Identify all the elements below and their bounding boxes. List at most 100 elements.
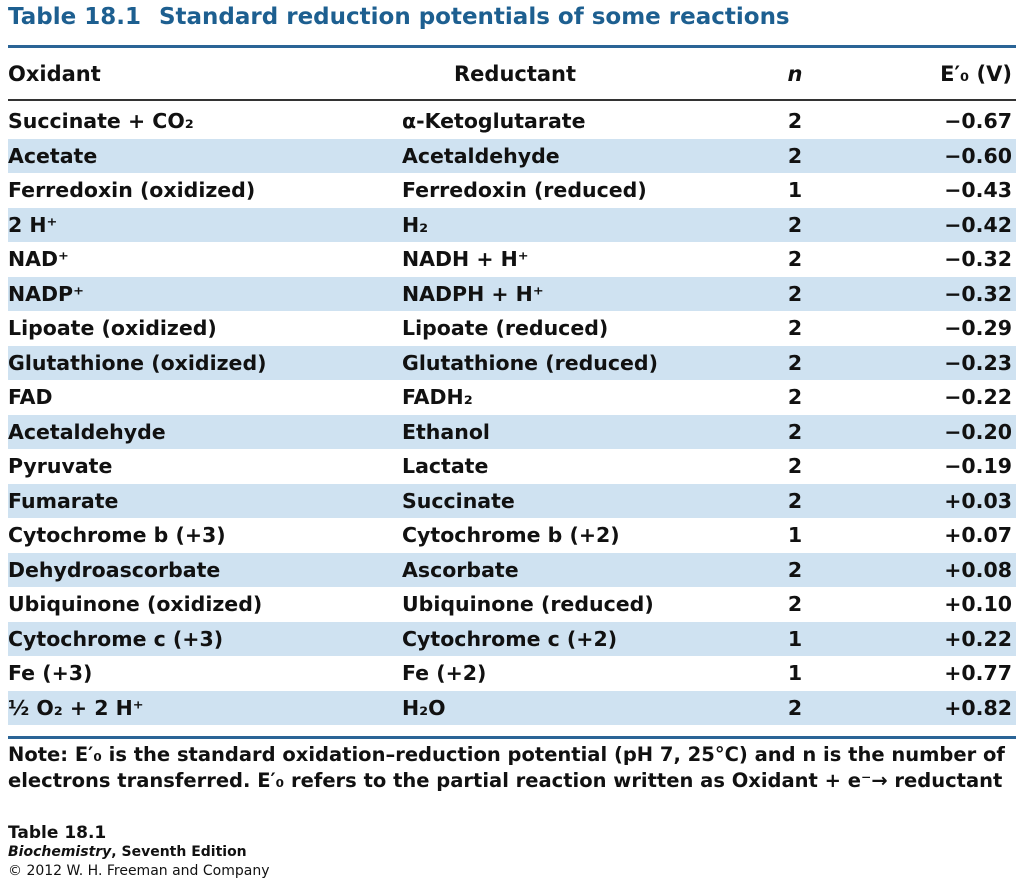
cell-reductant: Acetaldehyde: [402, 143, 560, 168]
cell-reductant: Ethanol: [402, 419, 490, 444]
cell-reductant: H₂: [402, 212, 429, 237]
cell-n: 2: [787, 695, 803, 720]
cell-reductant: H₂O: [402, 695, 446, 720]
figure-caption: Table 18.1 Biochemistry, Seventh Edition…: [8, 824, 270, 881]
table-row: Acetate Acetaldehyde 2 −0.60: [8, 138, 1016, 173]
cell-oxidant: Cytochrome b (+3): [8, 523, 226, 547]
cell-oxidant: NAD⁺: [8, 247, 69, 271]
cell-oxidant: NADP⁺: [8, 281, 84, 306]
cell-e0: +0.77: [944, 661, 1012, 685]
table-row: Glutathione (oxidized) Glutathione (reduc…: [8, 345, 1016, 380]
cell-reductant: FADH₂: [402, 385, 473, 409]
table-row: Acetaldehyde Ethanol 2 −0.20: [8, 414, 1016, 449]
cell-reductant: Fe (+2): [402, 661, 487, 685]
cell-reductant: Lactate: [402, 454, 489, 478]
table-row: Dehydroascorbate Ascorbate 2 +0.08: [8, 552, 1016, 587]
cell-oxidant: FAD: [8, 385, 53, 409]
table-title: Table 18.1 Standard reduction potentials…: [8, 4, 790, 30]
table-row: ½ O₂ + 2 H⁺ H₂O 2 +0.82: [8, 690, 1016, 725]
header-oxidant: Oxidant: [8, 62, 101, 86]
cell-oxidant: 2 H⁺: [8, 212, 58, 237]
table-row: NAD⁺ NADH + H⁺ 2 −0.32: [8, 242, 1016, 277]
table-row: Succinate + CO₂ α-Ketoglutarate 2 −0.67: [8, 104, 1016, 139]
cell-n: 2: [787, 350, 803, 375]
cell-reductant: NADH + H⁺: [402, 247, 529, 271]
table-note: Note: E′₀ is the standard oxidation–redu…: [8, 743, 1005, 792]
cell-n: 2: [787, 281, 803, 306]
table-row: NADP⁺ NADPH + H⁺ 2 −0.32: [8, 276, 1016, 311]
cell-e0: −0.32: [944, 281, 1012, 306]
table-row: Fumarate Succinate 2 +0.03: [8, 483, 1016, 518]
cell-oxidant: Cytochrome c (+3): [8, 626, 224, 651]
cell-reductant: Cytochrome b (+2): [402, 523, 620, 547]
table-body: Succinate + CO₂ α-Ketoglutarate 2 −0.67 Acet…: [8, 104, 1016, 725]
table-row: Cytochrome b (+3) Cytochrome b (+2) 1 +0.07: [8, 518, 1016, 553]
cell-n: 1: [787, 523, 803, 547]
cell-n: 1: [787, 626, 803, 651]
table-row: Pyruvate Lactate 2 −0.19: [8, 449, 1016, 484]
bottom-rule: [8, 736, 1016, 739]
cell-e0: −0.19: [944, 454, 1012, 478]
table-row: Cytochrome c (+3) Cytochrome c (+2) 1 +0.22: [8, 621, 1016, 656]
cell-e0: +0.10: [944, 592, 1012, 616]
table-row: Ubiquinone (oxidized) Ubiquinone (reduced…: [8, 587, 1016, 622]
header-e0: E′₀ (V): [940, 62, 1012, 86]
cell-oxidant: Fumarate: [8, 488, 119, 513]
cell-n: 2: [787, 419, 803, 444]
cell-reductant: Glutathione (reduced): [402, 350, 658, 375]
cell-reductant: Lipoate (reduced): [402, 316, 609, 340]
cell-reductant: Ferredoxin (reduced): [402, 178, 647, 202]
table-header-row: Oxidant Reductant n E′₀ (V): [8, 52, 1016, 96]
cell-n: 2: [787, 454, 803, 478]
cell-n: 2: [787, 109, 803, 133]
cell-e0: −0.67: [944, 109, 1012, 133]
table-row: FAD FADH₂ 2 −0.22: [8, 380, 1016, 415]
table-row: Ferredoxin (oxidized) Ferredoxin (reduced…: [8, 173, 1016, 208]
cell-oxidant: Acetaldehyde: [8, 419, 166, 444]
cell-reductant: Ascorbate: [402, 557, 519, 582]
cell-e0: −0.43: [944, 178, 1012, 202]
caption-edition: , Seventh Edition: [111, 844, 247, 860]
caption-copyright: © 2012 W. H. Freeman and Company: [8, 863, 270, 879]
cell-reductant: Ubiquinone (reduced): [402, 592, 654, 616]
cell-n: 2: [787, 592, 803, 616]
caption-book: Biochemistry, Seventh Edition: [8, 843, 270, 862]
cell-n: 1: [787, 661, 803, 685]
cell-e0: −0.32: [944, 247, 1012, 271]
cell-oxidant: Ubiquinone (oxidized): [8, 592, 263, 616]
cell-n: 2: [787, 247, 803, 271]
cell-e0: +0.08: [944, 557, 1012, 582]
cell-e0: +0.22: [944, 626, 1012, 651]
table-row: Lipoate (oxidized) Lipoate (reduced) 2 −0.2…: [8, 311, 1016, 346]
cell-n: 2: [787, 488, 803, 513]
cell-reductant: NADPH + H⁺: [402, 281, 544, 306]
header-reductant: Reductant: [454, 62, 577, 86]
cell-e0: −0.60: [944, 143, 1012, 168]
caption-table: Table 18.1: [8, 823, 107, 843]
cell-n: 2: [787, 557, 803, 582]
cell-oxidant: Dehydroascorbate: [8, 557, 221, 582]
cell-oxidant: Succinate + CO₂: [8, 109, 194, 133]
cell-e0: −0.20: [944, 419, 1012, 444]
cell-n: 1: [787, 178, 803, 202]
cell-e0: −0.29: [944, 316, 1012, 340]
cell-e0: +0.82: [944, 695, 1012, 720]
table-row: Fe (+3) Fe (+2) 1 +0.77: [8, 656, 1016, 691]
cell-e0: −0.42: [944, 212, 1012, 237]
cell-e0: −0.23: [944, 350, 1012, 375]
table-title-text: Standard reduction potentials of some re…: [158, 4, 790, 30]
header-n: n: [787, 62, 803, 86]
cell-n: 2: [787, 385, 803, 409]
header-rule: [8, 99, 1016, 101]
cell-oxidant: Lipoate (oxidized): [8, 316, 217, 340]
table-row: 2 H⁺ H₂ 2 −0.42: [8, 207, 1016, 242]
cell-reductant: α-Ketoglutarate: [402, 109, 586, 133]
cell-n: 2: [787, 212, 803, 237]
cell-oxidant: Pyruvate: [8, 454, 113, 478]
caption-book-title: Biochemistry: [8, 844, 112, 860]
cell-oxidant: ½ O₂ + 2 H⁺: [8, 695, 144, 720]
cell-oxidant: Ferredoxin (oxidized): [8, 178, 256, 202]
table-number: Table 18.1: [8, 4, 141, 30]
cell-oxidant: Acetate: [8, 143, 98, 168]
